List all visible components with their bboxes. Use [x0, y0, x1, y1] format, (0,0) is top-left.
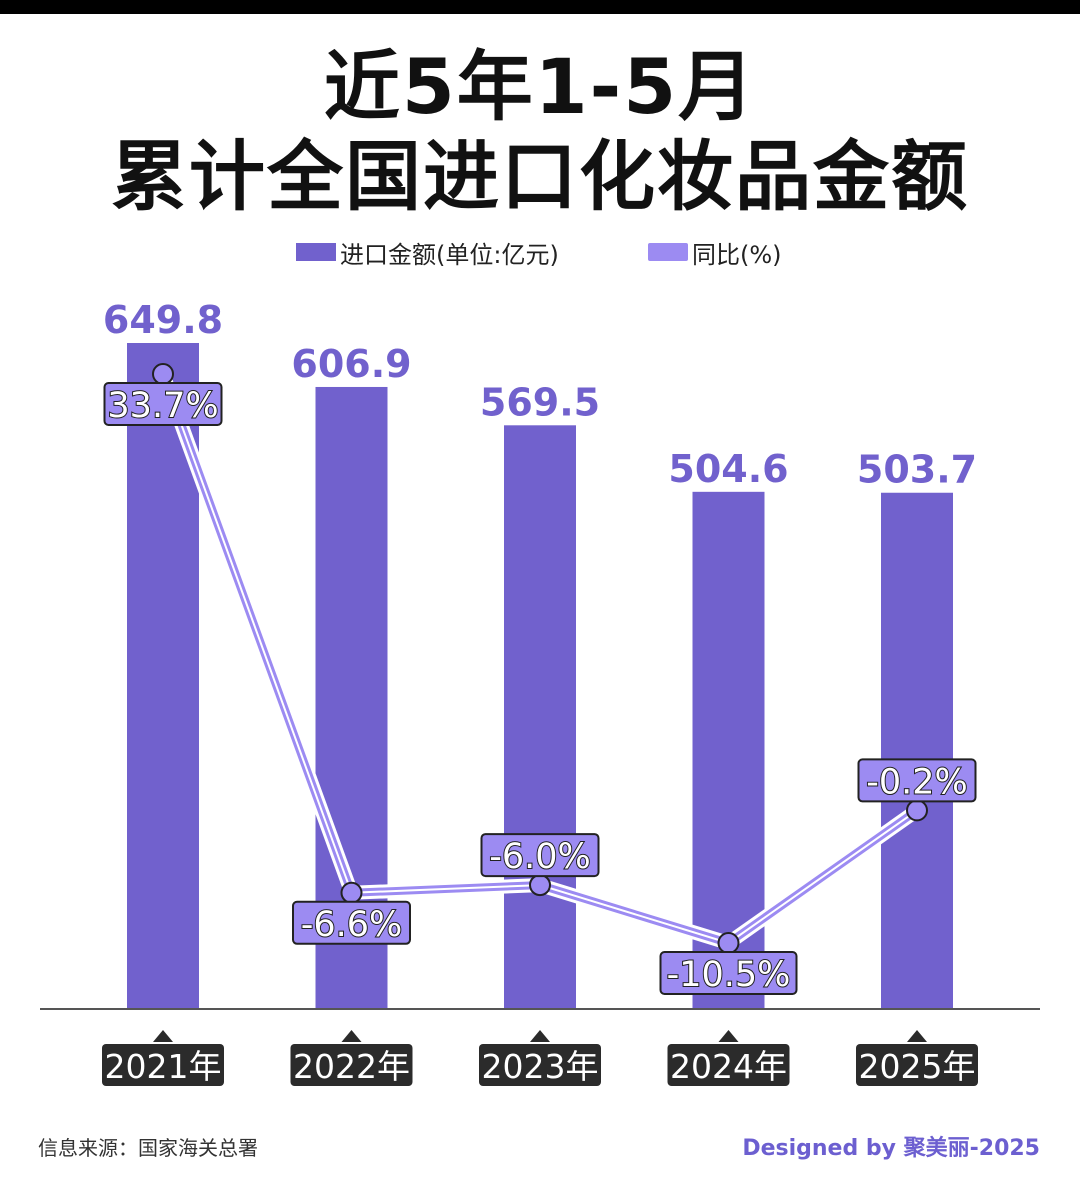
yoy-label-text-1: 33.7% — [107, 386, 218, 426]
x-tick-label-4: 2024年 — [670, 1047, 787, 1086]
legend: 进口金额(单位:亿元) 同比(%) — [0, 232, 1080, 272]
yoy-label-3: -6.0% — [480, 833, 600, 878]
x-tick-1: 2021年 — [102, 1030, 224, 1086]
yoy-point-1 — [152, 363, 174, 385]
legend-line-label: 同比(%) — [692, 240, 782, 269]
legend-line-swatch — [648, 243, 688, 261]
yoy-point-4 — [717, 932, 740, 954]
ticks-layer: 2021年 2022年 2023年 2024年 2025年 — [102, 1030, 978, 1086]
top-bar — [0, 0, 1080, 14]
x-tick-marker-1 — [153, 1030, 173, 1042]
x-tick-box-5 — [856, 1044, 978, 1086]
yoy-point-5 — [906, 799, 928, 822]
yoy-label-4: -10.5% — [659, 951, 798, 996]
yoy-label-text-2: -6.6% — [301, 905, 403, 945]
bar-labels-layer: 649.8 606.9 569.5 504.6 503.7 — [100, 295, 980, 495]
legend-bar-label: 进口金额(单位:亿元) — [340, 240, 559, 269]
yoy-label-1: 33.7% — [103, 382, 223, 427]
x-tick-box-2 — [290, 1044, 413, 1086]
bar-value-label-5: 503.7 — [857, 448, 977, 492]
x-tick-label-1: 2021年 — [105, 1047, 222, 1086]
legend-bar-swatch — [296, 243, 336, 261]
bar-5 — [881, 492, 953, 1009]
x-tick-label-2: 2022年 — [293, 1047, 410, 1086]
yoy-label-box-1 — [103, 382, 223, 426]
legend-item-bar: 进口金额(单位:亿元) — [296, 232, 559, 272]
x-tick-box-1 — [102, 1044, 224, 1086]
yoy-label-text-4: -10.5% — [667, 955, 791, 995]
x-tick-5: 2025年 — [856, 1030, 978, 1086]
yoy-label-2: -6.6% — [292, 900, 411, 946]
x-tick-box-4 — [667, 1044, 790, 1086]
x-tick-box-3 — [479, 1044, 601, 1086]
bar-3 — [504, 425, 576, 1009]
bar-value-label-2: 606.9 — [291, 342, 411, 386]
yoy-point-3 — [529, 874, 551, 897]
x-tick-2: 2022年 — [290, 1030, 413, 1086]
x-tick-marker-5 — [907, 1030, 927, 1042]
bar-value-label-1: 649.8 — [103, 298, 223, 342]
x-tick-marker-2 — [341, 1030, 362, 1042]
chart-title-line-1: 近5年1-5月 — [323, 42, 757, 131]
yoy-label-text-5: -0.2% — [866, 762, 968, 802]
bar-value-label-3: 569.5 — [480, 380, 600, 424]
yoy-label-5: -0.2% — [857, 758, 977, 803]
legend-item-line: 同比(%) — [648, 232, 782, 272]
yoy-label-box-4 — [659, 951, 798, 995]
source-note: 信息来源：国家海关总署 — [38, 1136, 258, 1160]
x-tick-3: 2023年 — [479, 1030, 601, 1086]
yoy-label-box-3 — [480, 833, 600, 878]
bar-value-label-4: 504.6 — [668, 447, 788, 491]
x-tick-marker-4 — [718, 1030, 739, 1042]
x-tick-label-5: 2025年 — [859, 1047, 976, 1086]
x-tick-label-3: 2023年 — [482, 1047, 599, 1086]
chart-title-line-2: 累计全国进口化妆品金额 — [111, 132, 969, 221]
yoy-point-2 — [340, 881, 363, 904]
yoy-label-box-2 — [292, 900, 411, 945]
x-tick-marker-3 — [530, 1030, 550, 1042]
line-layer: 33.7% -6.6% -6.0% -10.5% -0.2% — [103, 363, 977, 996]
yoy-label-text-3: -6.0% — [489, 837, 591, 877]
bars-layer — [127, 343, 953, 1009]
credit-note: Designed by 聚美丽-2025 — [742, 1136, 1040, 1161]
yoy-label-box-5 — [857, 758, 977, 803]
x-tick-4: 2024年 — [667, 1030, 790, 1086]
